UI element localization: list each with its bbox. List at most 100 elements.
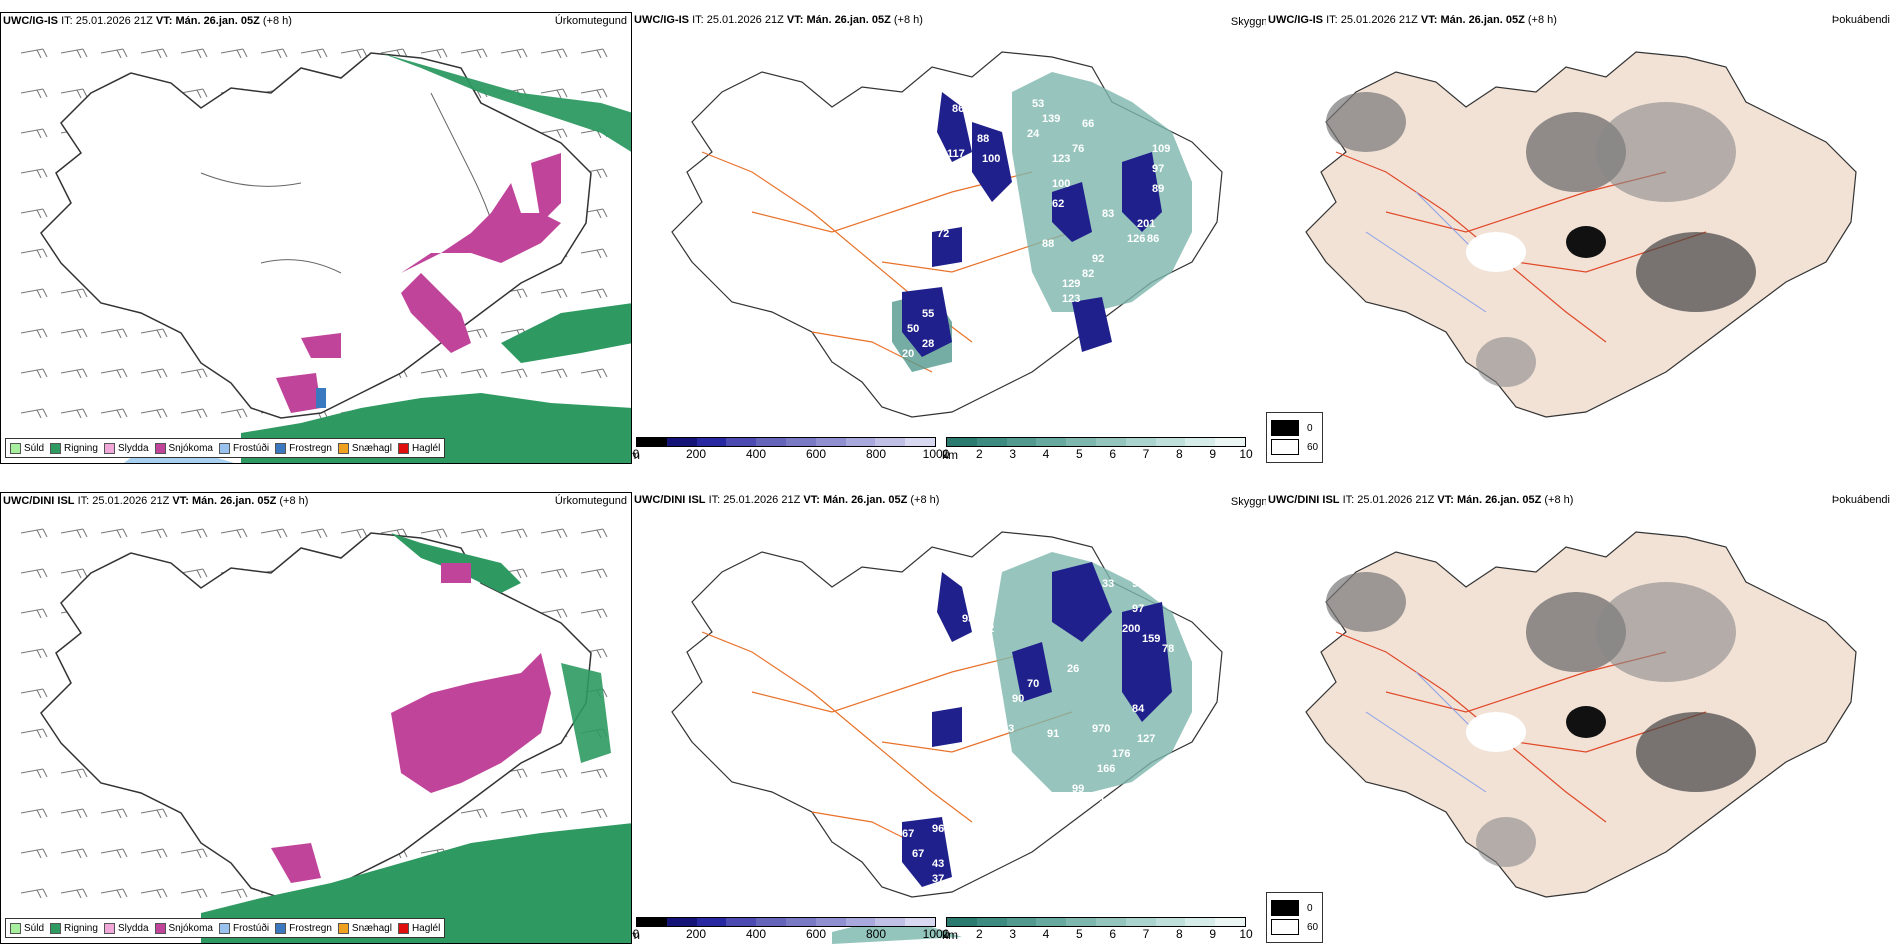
legend-swatch: [397, 922, 409, 934]
legend-item: Snæhagl: [337, 442, 392, 454]
legend-item: Frostregn: [275, 922, 332, 934]
wind-barb: [20, 768, 48, 779]
wind-barb: [580, 768, 608, 779]
wind-barb: [20, 408, 48, 419]
cloudbase-value-label: 96: [1132, 578, 1144, 590]
wind-barb: [60, 48, 88, 59]
wind-barb: [460, 368, 488, 379]
precip-panel-row2: UWC/DINI ISL IT: 25.01.2026 21Z VT: Mán.…: [0, 492, 632, 944]
cloudbase-colorbar: 0 200 400 600 800 1000: [633, 437, 949, 461]
legend-item: Snjókoma: [154, 442, 213, 454]
wind-barb: [540, 528, 568, 539]
cloudbase-bar: [636, 437, 936, 447]
cloudbase-value-label: 67: [912, 848, 924, 860]
precip-legend: Súld Rigning Slydda Snjókoma Frostúði Fr…: [5, 918, 446, 938]
legend-item: Frostúði: [218, 922, 269, 934]
visibility-colorbar: 1 2 3 4 5 6 7 8 9 10: [943, 437, 1253, 461]
cloudbase-value-label: 123: [1052, 153, 1070, 165]
cloudbase-value-label: 126: [1127, 233, 1145, 245]
fog-swatch: [1271, 439, 1299, 455]
colorbar-tick: 6: [1109, 927, 1116, 941]
wind-barb: [60, 808, 88, 819]
legend-item: Snæhagl: [337, 922, 392, 934]
colorbar-tick: 400: [745, 447, 767, 461]
cloudbase-value-label: 67: [902, 828, 914, 840]
colorbar-segment: [785, 918, 816, 926]
cloudbase-value-label: 57: [992, 73, 1004, 85]
cloudbase-value-label: 200: [1122, 623, 1140, 635]
cloudbase-value-label: 26: [1067, 663, 1079, 675]
wind-barb: [20, 368, 48, 379]
wind-barb: [340, 528, 368, 539]
wind-barb: [20, 728, 48, 739]
cloudbase-value-label: 70: [1027, 678, 1039, 690]
colorbar-segment: [666, 918, 697, 926]
legend-swatch: [103, 922, 115, 934]
wind-barb: [540, 808, 568, 819]
legend-item: Slydda: [103, 922, 149, 934]
colorbar-tick: 2: [975, 927, 983, 941]
wind-barb: [20, 168, 48, 179]
cloudbase-value-label: 91: [1047, 728, 1059, 740]
cloudbase-value-label: 72: [937, 228, 949, 240]
cloudbase-value-label: 97: [1152, 163, 1164, 175]
wind-barb: [60, 88, 88, 99]
wind-barb: [340, 48, 368, 59]
colorbar-segment: [1066, 918, 1096, 926]
legend-swatch: [218, 922, 230, 934]
legend-swatch: [50, 922, 62, 934]
colorbar-tick: 600: [805, 447, 827, 461]
wind-barb: [180, 848, 208, 859]
cloudbase-value-label: 92: [1092, 253, 1104, 265]
colorbar-tick: 8: [1175, 447, 1183, 461]
colorbar-tick: 800: [865, 447, 887, 461]
cloudbase-ticks: 0 200 400 600 800 1000: [633, 927, 950, 941]
colorbar-segment: [815, 438, 846, 446]
colorbar-segment: [756, 918, 786, 926]
cloud-panel-row2: UWC/DINI ISL IT: 25.01.2026 21Z VT: Mán.…: [632, 492, 1266, 944]
colorbar-segment: [1185, 438, 1216, 446]
cloudbase-value-label: 117: [947, 148, 965, 160]
fog-map: [1305, 51, 1857, 418]
legend-item: Slydda: [103, 442, 149, 454]
fog-panel-row2: UWC/DINI ISL IT: 25.01.2026 21Z VT: Mán.…: [1266, 492, 1900, 944]
cloudbase-value-label: 82: [1082, 268, 1094, 280]
visibility-ticks: 1 2 3 4 5 6 7 8 9 10: [943, 927, 1253, 941]
cloudbase-value-label: 92: [982, 623, 994, 635]
panel-header: UWC/DINI ISL IT: 25.01.2026 21Z VT: Mán.…: [634, 494, 940, 506]
wind-barb: [20, 568, 48, 579]
wind-barb: [460, 48, 488, 59]
legend-swatch: [10, 922, 21, 934]
colorbar-segment: [1036, 438, 1067, 446]
wind-barb: [220, 888, 248, 899]
wind-barb: [420, 48, 448, 59]
wind-barb: [100, 848, 128, 859]
colorbar-tick: 200: [685, 927, 707, 941]
cloudbase-value-label: 62: [1052, 198, 1064, 210]
wind-barb: [540, 48, 568, 59]
cloudbase-value-label: 33: [1102, 578, 1114, 590]
cloudbase-value-label: 100: [1052, 178, 1070, 190]
precip-map: [20, 48, 631, 463]
colorbar-segment: [666, 438, 697, 446]
wind-barb: [500, 368, 528, 379]
legend-swatch: [154, 922, 166, 934]
wind-barb: [60, 408, 88, 419]
legend-swatch: [337, 922, 349, 934]
panel-header: UWC/IG-IS IT: 25.01.2026 21Z VT: Mán. 26…: [3, 15, 292, 27]
legend-swatch: [275, 442, 287, 454]
cloudbase-value-label: 201: [1137, 218, 1155, 230]
cloudbase-value-label: 88: [977, 133, 989, 145]
colorbar-segment: [845, 438, 876, 446]
cloudbase-value-label: 84: [1132, 703, 1145, 715]
colorbar-tick: 8: [1175, 927, 1183, 941]
wind-barb: [460, 808, 488, 819]
colorbar-segment: [947, 918, 977, 926]
panel-header: UWC/IG-IS IT: 25.01.2026 21Z VT: Mán. 26…: [634, 14, 923, 26]
visibility-bar: [946, 917, 1246, 927]
wind-barb: [260, 528, 288, 539]
legend-swatch: [218, 442, 230, 454]
colorbar-segment: [1036, 918, 1067, 926]
visibility-unit: km: [942, 928, 958, 942]
